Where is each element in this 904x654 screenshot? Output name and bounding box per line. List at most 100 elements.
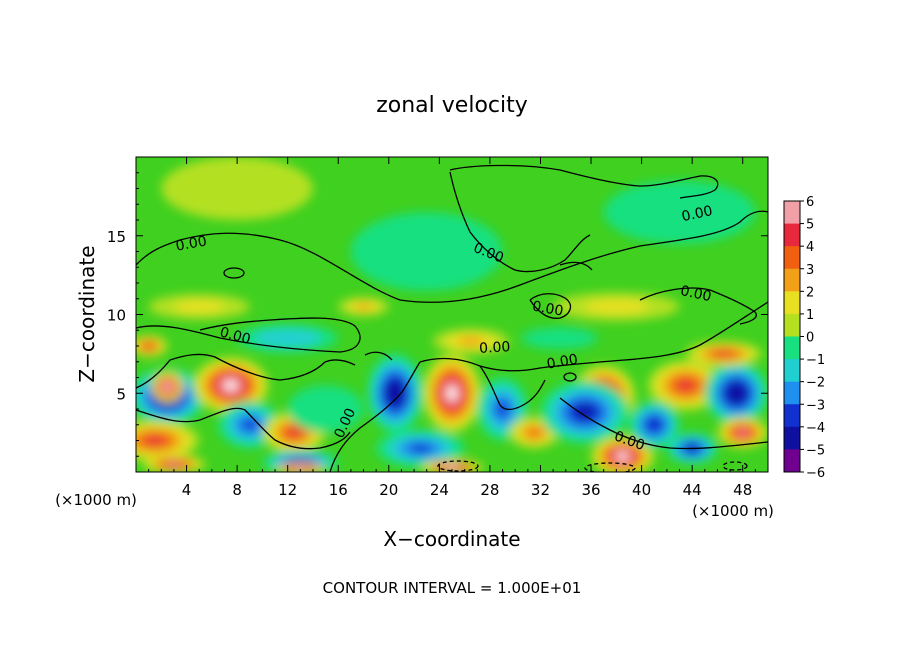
colorbar-label: −2 [806,376,825,391]
anomaly-ring [241,418,258,431]
zero-contours [136,164,768,472]
field-anomaly [603,180,756,244]
colorbar-label: −1 [806,353,825,368]
field-anomaly [287,385,364,433]
contour-line [329,361,421,472]
field-anomaly [553,292,680,321]
x-tick-label: 32 [531,481,550,499]
colorbar-swatch [784,449,800,473]
field-anomaly [685,341,762,367]
anomaly-ring [527,428,541,437]
x-tick-label: 20 [379,481,398,499]
contour-line [449,171,591,273]
contour-line [559,397,768,450]
field-anomaly [192,357,269,414]
contour-line [419,301,768,372]
colorbar-label: 2 [806,285,814,300]
x-tick-label: 16 [329,481,348,499]
field-anomalies [136,157,768,472]
colorbar-swatch [784,359,800,383]
anomaly-ring [458,337,484,346]
colorbar-label: −6 [806,466,825,481]
contour-line [364,351,393,361]
anomaly-ring [584,299,648,314]
field-anomaly [376,429,465,468]
x-unit-left: (×1000 m) [55,491,137,509]
field-anomaly [591,435,655,472]
contour-line [529,293,572,319]
contour-label: 0.00 [680,203,714,225]
x-tick-label: 36 [581,481,600,499]
anomaly-ring [618,453,628,460]
field-anomaly [350,212,503,291]
anomaly-ring [306,397,345,421]
colorbar-label: 6 [806,195,814,210]
anomaly-ring [738,430,747,436]
x-tick-label: 48 [733,481,752,499]
contour-line [136,317,361,353]
contour-line [479,365,546,411]
colorbar: 6 5 4 3 2 1 0 −1 −2 −3 −4 −5 −6 [783,195,825,481]
chart-title: zonal velocity [376,93,528,118]
colorbar-swatch [784,246,800,270]
field-anomaly [422,353,482,433]
anomaly-ring [296,467,304,470]
colorbar-swatch [784,223,800,247]
contour-line [449,164,719,199]
plot-area: 0.00 0.00 0.00 0.00 0.00 0.00 0.00 0.00 … [136,157,768,472]
anomaly-ring [165,384,170,390]
colorbar-swatch [784,268,800,292]
anomaly-ring [716,351,732,357]
field-anomaly [151,371,185,403]
x-axis: 4 8 12 16 20 24 28 32 36 40 44 48 [148,157,756,499]
y-tick-label: 5 [116,385,126,403]
contour-line [136,210,768,303]
field-anomaly [647,360,724,411]
colorbar-label: 1 [806,308,814,323]
anomaly-ring [146,436,164,445]
anomaly-ring [173,300,225,313]
anomaly-ring [390,386,400,400]
colorbar-label: 4 [806,240,814,255]
anomaly-ring [144,343,153,349]
contour-loop [223,267,245,279]
anomaly-ring [603,180,756,244]
field-anomaly [433,328,509,354]
contour-label: 0.00 [479,339,511,357]
field-anomaly [142,454,206,472]
x-tick-label: 12 [278,481,297,499]
colorbar-label: −4 [806,421,825,436]
anomaly-ring [678,380,694,391]
colorbar-swatch [784,201,800,225]
contour-line [136,407,351,450]
contour-loop [437,460,479,472]
colorbar-label: 3 [806,263,814,278]
contour-label: 0.00 [679,283,713,305]
anomaly-ring [575,405,594,419]
anomaly-ring [270,333,305,343]
colorbar-label: 0 [806,331,814,346]
y-axis-label: Z−coordinate [75,245,99,382]
field-anomaly [338,297,389,317]
field-anomaly [628,401,680,449]
colorbar-label: −3 [806,398,825,413]
contour-line [559,261,593,271]
anomaly-ring [731,388,742,399]
anomaly-ring [355,303,372,310]
colorbar-label: −5 [806,443,825,458]
contour-label: 0.00 [218,324,252,348]
anomaly-ring [409,443,432,454]
field-anomaly [136,334,168,358]
anomaly-ring [649,420,660,430]
field-anomaly [161,157,313,220]
field-anomaly [420,459,484,472]
field-anomaly [136,420,200,461]
y-tick-label: 10 [107,307,126,325]
field-anomaly [521,327,598,350]
contour-label: 0.00 [531,298,564,319]
colorbar-swatch [784,426,800,450]
contour-label: 0.00 [175,233,208,254]
x-tick-label: 40 [632,481,651,499]
colorbar-swatch [784,381,800,405]
anomaly-ring [447,466,457,469]
